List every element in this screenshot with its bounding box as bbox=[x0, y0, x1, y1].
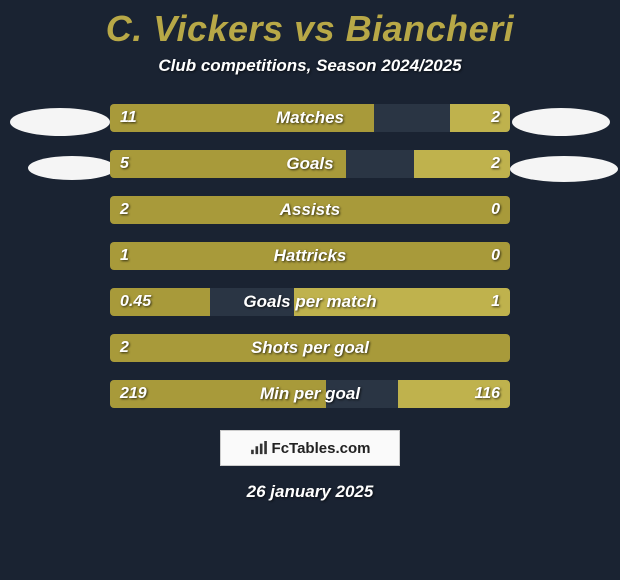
stat-value-left: 5 bbox=[120, 155, 129, 173]
comparison-card: C. Vickers vs Biancheri Club competition… bbox=[0, 0, 620, 580]
bar-mid bbox=[374, 104, 450, 132]
player-left-ellipse-1 bbox=[10, 108, 110, 136]
stat-row: 11 2 Matches bbox=[110, 104, 510, 132]
stat-row: 219 116 Min per goal bbox=[110, 380, 510, 408]
stat-label: Shots per goal bbox=[251, 338, 369, 358]
stat-value-right: 1 bbox=[491, 293, 500, 311]
stat-label: Min per goal bbox=[260, 384, 360, 404]
stat-row: 5 2 Goals bbox=[110, 150, 510, 178]
stat-value-left: 219 bbox=[120, 385, 147, 403]
stat-row: 2 0 Assists bbox=[110, 196, 510, 224]
stat-row: 1 0 Hattricks bbox=[110, 242, 510, 270]
subtitle: Club competitions, Season 2024/2025 bbox=[158, 56, 461, 76]
stat-value-right: 2 bbox=[491, 155, 500, 173]
stat-row: 0.45 1 Goals per match bbox=[110, 288, 510, 316]
stat-value-right: 116 bbox=[474, 385, 500, 403]
bar-mid bbox=[346, 150, 414, 178]
page-title: C. Vickers vs Biancheri bbox=[106, 8, 514, 50]
stat-label: Matches bbox=[276, 108, 344, 128]
stat-row: 2 Shots per goal bbox=[110, 334, 510, 362]
stat-value-right: 0 bbox=[491, 247, 500, 265]
stat-label: Hattricks bbox=[274, 246, 347, 266]
date-label: 26 january 2025 bbox=[247, 482, 374, 502]
stat-label: Goals bbox=[286, 154, 333, 174]
bar-right bbox=[450, 104, 510, 132]
stat-value-left: 2 bbox=[120, 201, 129, 219]
stat-value-left: 11 bbox=[120, 109, 137, 127]
stat-value-left: 1 bbox=[120, 247, 129, 265]
stat-value-right: 2 bbox=[491, 109, 500, 127]
stat-label: Goals per match bbox=[243, 292, 376, 312]
stat-value-left: 0.45 bbox=[120, 293, 151, 311]
player-right-ellipse-2 bbox=[510, 156, 618, 182]
stat-value-left: 2 bbox=[120, 339, 129, 357]
chart-area: 11 2 Matches 5 2 Goals 2 0 Assists 1 0 Hattricks 0.4… bbox=[0, 104, 620, 408]
stat-value-right: 0 bbox=[491, 201, 500, 219]
player-right-ellipse-1 bbox=[512, 108, 610, 136]
player-left-ellipse-2 bbox=[28, 156, 116, 180]
logo-text: FcTables.com bbox=[272, 440, 371, 457]
chart-icon bbox=[250, 441, 268, 455]
stat-label: Assists bbox=[280, 200, 340, 220]
logo-box[interactable]: FcTables.com bbox=[220, 430, 400, 466]
